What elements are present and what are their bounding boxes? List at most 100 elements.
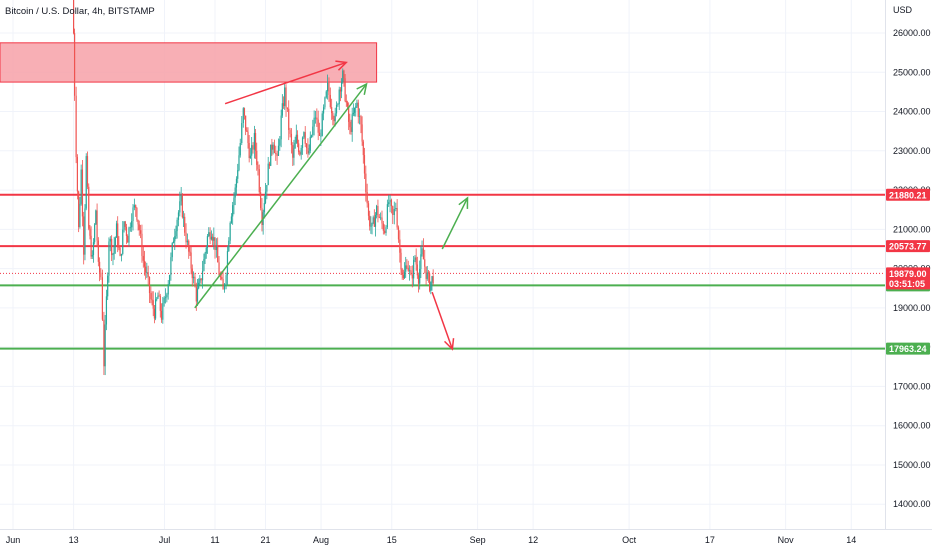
candle-body — [293, 148, 295, 158]
candle-body — [271, 144, 273, 150]
candle-body — [273, 144, 276, 153]
candle-body — [111, 238, 113, 256]
candle-body — [294, 142, 296, 149]
candle-body — [73, 0, 75, 34]
candle-body — [242, 108, 244, 124]
candle-body — [378, 216, 380, 218]
candle-body — [431, 276, 433, 282]
time-tick-label: Nov — [778, 535, 795, 545]
candle-body — [163, 297, 165, 304]
candle-body — [277, 145, 280, 156]
candle-body — [399, 239, 401, 253]
candle-body — [213, 237, 215, 241]
candle-body — [299, 152, 301, 155]
candle-body — [331, 107, 333, 114]
candle-body — [94, 224, 96, 243]
candle-body — [89, 228, 91, 236]
candle-body — [332, 113, 334, 119]
candle-body — [159, 295, 161, 311]
candle-body — [78, 191, 80, 228]
candle-body — [177, 212, 180, 220]
candle-body — [266, 185, 268, 192]
candle-body — [166, 294, 168, 298]
candle-body — [268, 163, 271, 166]
candle-body — [416, 264, 418, 276]
candle-body — [414, 257, 416, 260]
candle-body — [314, 117, 317, 119]
candle-body — [258, 169, 260, 193]
candle-body — [138, 224, 140, 231]
candle-body — [346, 102, 349, 107]
time-tick-label: Jun — [6, 535, 21, 545]
candle-body — [222, 278, 224, 290]
candle-body — [316, 117, 318, 120]
candle-body — [395, 208, 397, 209]
horizontal-levels — [0, 193, 885, 350]
candle-body — [270, 144, 272, 166]
candle-body — [295, 134, 297, 143]
candle-body — [334, 113, 336, 122]
candle-body — [430, 281, 432, 291]
candle-body — [290, 133, 293, 146]
candle-body — [432, 276, 434, 284]
candle-body — [344, 78, 346, 101]
candle-body — [137, 219, 139, 225]
candle-body — [309, 136, 311, 151]
candle-body — [324, 97, 326, 108]
candle-body — [90, 235, 92, 257]
candle-body — [142, 255, 144, 261]
candle-body — [95, 210, 97, 225]
candle-body — [397, 227, 400, 240]
candle-body — [352, 112, 354, 115]
price-tick-label: 23000.00 — [893, 146, 931, 156]
candle-body — [123, 221, 125, 230]
candle-body — [208, 232, 210, 237]
current-price-label: 19879.00 — [889, 269, 927, 279]
candle-body — [304, 132, 306, 144]
candle-body — [172, 241, 175, 244]
candle-body — [214, 237, 216, 251]
candle-body — [75, 95, 77, 158]
candle-body — [393, 208, 395, 215]
candle-body — [382, 223, 384, 231]
candle-body — [248, 143, 250, 159]
candle-body — [292, 145, 294, 158]
price-tick-label: 21000.00 — [893, 224, 931, 234]
candle-body — [136, 207, 138, 220]
time-axis[interactable]: Jun 13 Jul 11 21 Aug 15 Sep 12 Oct 17 Nov 14 — [6, 535, 857, 545]
candle-body — [426, 272, 428, 279]
candle-body — [388, 202, 390, 205]
candle-body — [180, 195, 182, 202]
candle-body — [145, 266, 147, 273]
candle-body — [114, 237, 116, 246]
candle-body — [247, 131, 249, 144]
candle-body — [191, 268, 193, 279]
candle-body — [210, 236, 213, 240]
candle-body — [164, 297, 167, 299]
candle-body — [415, 257, 417, 265]
candle-body — [349, 121, 351, 128]
time-tick-label: Aug — [313, 535, 329, 545]
candle-body — [348, 106, 350, 122]
candle-body — [381, 217, 383, 224]
candle-body — [275, 152, 277, 154]
candle-body — [233, 197, 235, 206]
candle-body — [340, 82, 343, 92]
candle-body — [333, 118, 335, 122]
candle-body — [226, 251, 229, 276]
trend-arrows — [194, 60, 469, 351]
candle-body — [392, 206, 394, 215]
price-tick-label: 14000.00 — [893, 499, 931, 509]
candle-body — [147, 272, 149, 278]
arrow-head — [458, 196, 469, 209]
candle-body — [253, 132, 255, 150]
candle-body — [372, 217, 374, 223]
candle-body — [81, 169, 84, 217]
candle-body — [420, 254, 422, 269]
candle-body — [301, 137, 304, 148]
candle-body — [365, 173, 367, 193]
candle-body — [79, 203, 81, 228]
candle-body — [300, 147, 302, 155]
candle-body — [403, 271, 406, 279]
